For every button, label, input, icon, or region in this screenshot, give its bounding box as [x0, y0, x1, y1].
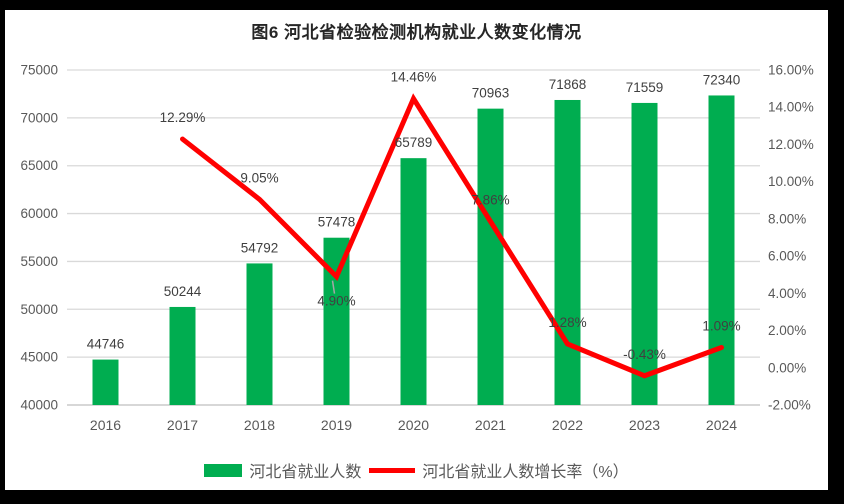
bar-series-swatch — [204, 463, 243, 477]
bar-2017 — [169, 306, 196, 405]
right-axis-tick-label: 16.00% — [768, 63, 814, 78]
right-axis-tick-label: 2.00% — [768, 323, 806, 338]
left-axis-tick-label: 40000 — [20, 398, 58, 413]
right-axis-tick-label: 0.00% — [768, 360, 806, 375]
bar-value-label: 57478 — [318, 215, 356, 230]
bar-2016 — [92, 359, 119, 405]
legend-item-bar: 河北省就业人数 — [204, 458, 361, 482]
bar-value-label: 71559 — [626, 80, 664, 95]
bar-2024 — [708, 95, 735, 406]
chart-title: 图6 河北省检验检测机构就业人数变化情况 — [251, 23, 582, 42]
bar-value-label: 71868 — [549, 77, 587, 92]
left-axis-tick-label: 55000 — [20, 254, 58, 269]
x-axis-label: 2018 — [244, 417, 275, 433]
right-axis-tick-label: 6.00% — [768, 249, 806, 264]
bar-2021 — [477, 108, 504, 405]
line-value-label: 4.90% — [317, 294, 355, 309]
right-axis-tick-label: 8.00% — [768, 211, 806, 226]
bar-value-label: 44746 — [87, 337, 125, 352]
bar-2020 — [400, 158, 427, 405]
x-axis-label: 2020 — [398, 417, 429, 433]
right-axis-tick-label: 14.00% — [768, 100, 814, 115]
legend: 河北省就业人数 河北省就业人数增长率（%） — [5, 458, 828, 482]
x-axis-label: 2021 — [475, 417, 506, 433]
left-axis-tick-label: 45000 — [20, 350, 58, 365]
label-leader-line — [331, 280, 336, 294]
bar-2018 — [246, 263, 273, 405]
left-axis-tick-label: 50000 — [20, 302, 58, 317]
bar-value-label: 50244 — [164, 284, 202, 299]
growth-rate-line — [180, 93, 724, 379]
left-axis-tick-label: 75000 — [20, 63, 58, 78]
x-axis-label: 2016 — [90, 417, 121, 433]
line-value-label: 14.46% — [391, 70, 437, 85]
bar-2022 — [554, 99, 581, 405]
chart-frame: 75000 70000 65000 60000 55000 50000 45000 40000… — [5, 10, 828, 490]
line-series-swatch — [369, 467, 416, 473]
bar-value-label: 54792 — [241, 240, 279, 255]
right-axis-tick-label: 10.00% — [768, 174, 814, 189]
x-axis-label: 2024 — [706, 417, 737, 433]
chart-canvas: 75000 70000 65000 60000 55000 50000 45000 40000… — [20, 63, 814, 434]
line-value-label: 7.86% — [471, 192, 509, 207]
right-axis-tick-label: 4.00% — [768, 286, 806, 301]
bar-value-label: 70963 — [472, 86, 510, 101]
left-axis-tick-label: 60000 — [20, 206, 58, 221]
legend-item-line: 河北省就业人数增长率（%） — [369, 458, 629, 482]
bar-2019 — [323, 237, 350, 405]
bar-value-label: 72340 — [703, 72, 741, 87]
line-value-label: 12.29% — [160, 110, 206, 125]
left-axis-tick-label: 65000 — [20, 158, 58, 173]
line-series-label: 河北省就业人数增长率（%） — [422, 464, 629, 481]
line-value-label: 1.09% — [702, 318, 740, 333]
bar-value-label: 65789 — [395, 135, 433, 150]
bar-series-label: 河北省就业人数 — [249, 464, 362, 481]
bar-2023 — [631, 102, 658, 405]
line-value-label: 1.28% — [548, 315, 586, 330]
x-axis-label: 2017 — [167, 417, 198, 433]
x-axis-label: 2019 — [321, 417, 352, 433]
right-axis-tick-label: -2.00% — [768, 398, 811, 413]
line-value-label: -0.43% — [623, 347, 666, 362]
x-axis-label: 2022 — [552, 417, 583, 433]
line-value-label: 9.05% — [240, 170, 278, 185]
left-axis-tick-label: 70000 — [20, 110, 58, 125]
right-axis-tick-label: 12.00% — [768, 137, 814, 152]
x-axis-label: 2023 — [629, 417, 660, 433]
